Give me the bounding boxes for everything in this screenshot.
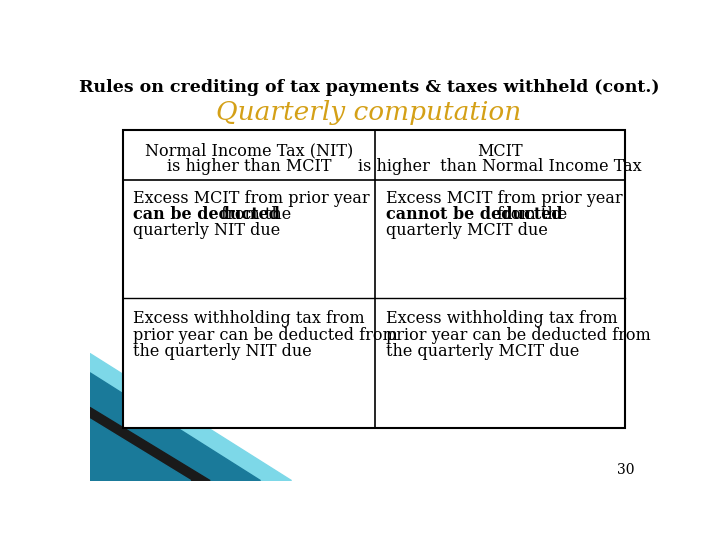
Polygon shape (90, 419, 191, 481)
Text: can be deducted: can be deducted (133, 206, 280, 222)
Text: from the: from the (492, 206, 567, 222)
Text: is higher  than Normal Income Tax: is higher than Normal Income Tax (358, 158, 642, 175)
Text: prior year can be deducted from: prior year can be deducted from (133, 327, 398, 343)
Text: is higher than MCIT: is higher than MCIT (166, 158, 331, 175)
Text: Excess MCIT from prior year: Excess MCIT from prior year (386, 190, 623, 206)
Polygon shape (90, 408, 210, 481)
Text: MCIT: MCIT (477, 143, 523, 159)
Text: from the: from the (216, 206, 292, 222)
Text: Rules on crediting of tax payments & taxes withheld (cont.): Rules on crediting of tax payments & tax… (78, 79, 660, 97)
Text: Excess withholding tax from: Excess withholding tax from (386, 310, 618, 327)
Text: 30: 30 (617, 463, 635, 477)
Text: Quarterly computation: Quarterly computation (217, 100, 521, 125)
Polygon shape (90, 354, 292, 481)
Polygon shape (90, 373, 261, 481)
Text: Normal Income Tax (NIT): Normal Income Tax (NIT) (145, 143, 353, 159)
Bar (122, 130, 625, 428)
Text: Excess withholding tax from: Excess withholding tax from (133, 310, 365, 327)
Text: cannot be deducted: cannot be deducted (386, 206, 562, 222)
Text: the quarterly NIT due: the quarterly NIT due (133, 343, 312, 360)
Text: Excess MCIT from prior year: Excess MCIT from prior year (133, 190, 370, 206)
Text: quarterly MCIT due: quarterly MCIT due (386, 222, 548, 239)
Text: prior year can be deducted from: prior year can be deducted from (386, 327, 651, 343)
Text: the quarterly MCIT due: the quarterly MCIT due (386, 343, 580, 360)
Text: quarterly NIT due: quarterly NIT due (133, 222, 281, 239)
